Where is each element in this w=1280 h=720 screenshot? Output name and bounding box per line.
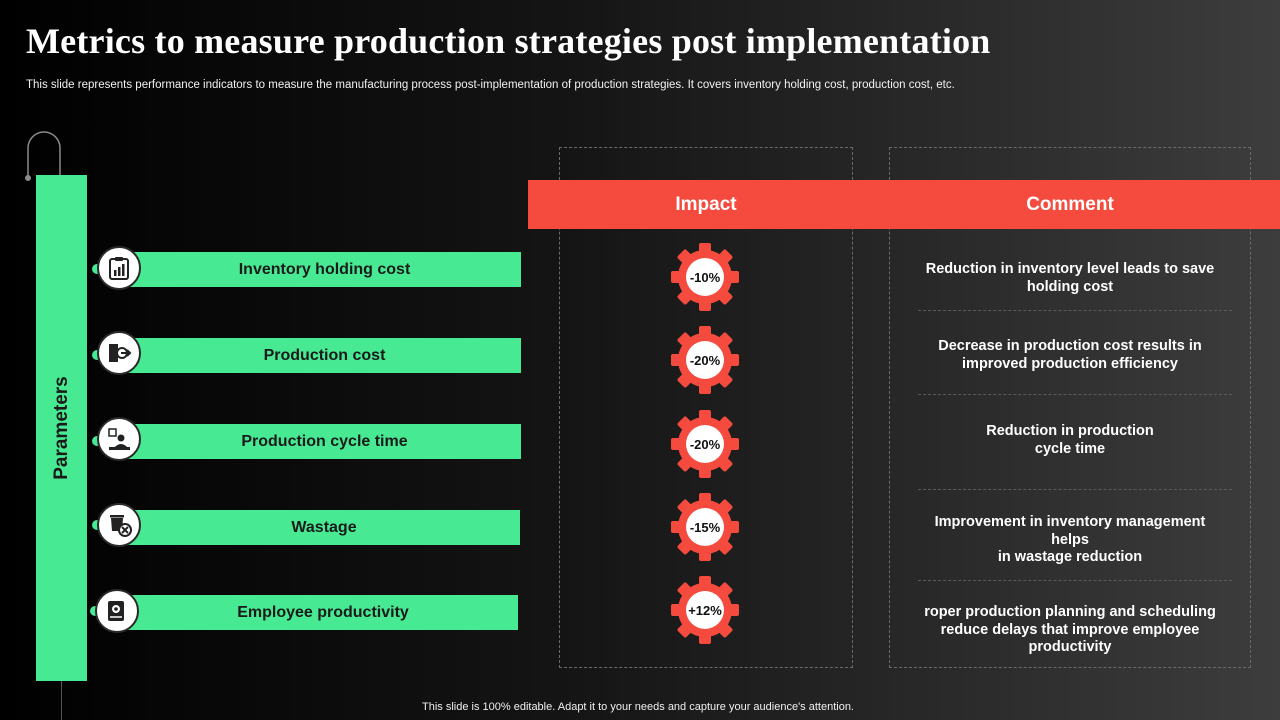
impact-header: Impact — [675, 193, 737, 215]
parameter-label: Production cost — [263, 346, 386, 364]
slide-footer: This slide is 100% editable. Adapt it to… — [422, 701, 854, 713]
comment-text: Reduction in inventory level leads to sa… — [925, 261, 1215, 295]
impact-value: -20% — [689, 352, 721, 368]
comment-header: Comment — [1026, 193, 1114, 215]
clipboard-chart-icon — [97, 246, 141, 290]
impact-column-frame — [559, 147, 853, 668]
impact-value: -20% — [689, 436, 721, 452]
worker-desk-clock-icon — [97, 417, 141, 461]
parameters-bar — [36, 175, 87, 681]
vertical-connector-line — [61, 680, 62, 720]
impact-value: -15% — [689, 519, 721, 535]
comment-column-frame — [889, 147, 1251, 668]
slide-title: Metrics to measure production strategies… — [26, 21, 991, 61]
waste-bin-cancel-icon — [97, 503, 141, 547]
door-exit-icon — [97, 331, 141, 375]
parameter-label: Wastage — [291, 518, 357, 536]
table-header-band — [528, 180, 1280, 229]
parameters-label: Parameters — [51, 376, 72, 480]
comment-separator — [918, 394, 1232, 395]
comment-text: roper production planning and scheduling… — [924, 604, 1216, 655]
comment-separator — [918, 580, 1232, 581]
parameter-bar-employee-productivity: Employee productivity — [128, 595, 518, 630]
parameter-bar-inventory-holding-cost: Inventory holding cost — [128, 252, 521, 287]
parameter-bar-production-cycle-time: Production cycle time — [128, 424, 521, 459]
comment-separator — [918, 489, 1232, 490]
parameter-label: Inventory holding cost — [238, 260, 411, 278]
impact-value: -10% — [689, 269, 721, 285]
parameter-bar-wastage: Wastage — [128, 510, 520, 545]
parameter-bar-production-cost: Production cost — [128, 338, 521, 373]
comment-text: Improvement in inventory management help… — [934, 514, 1206, 565]
slide-subtitle: This slide represents performance indica… — [26, 79, 955, 91]
parameter-label: Production cycle time — [241, 432, 408, 450]
parameter-label: Employee productivity — [237, 603, 409, 621]
impact-value: +12% — [688, 602, 722, 618]
comment-separator — [918, 310, 1232, 311]
employee-gear-icon — [95, 589, 139, 633]
comment-text: Decrease in production cost results in i… — [938, 338, 1202, 372]
comment-text: Reduction in production cycle time — [986, 423, 1154, 457]
hook-decoration — [25, 131, 61, 181]
